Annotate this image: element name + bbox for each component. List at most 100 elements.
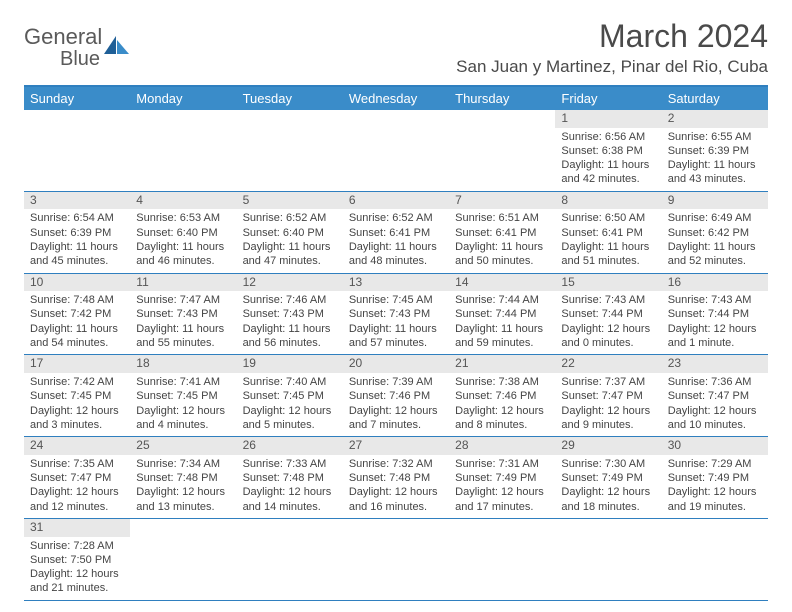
sunrise-text: Sunrise: 7:43 AM [561,293,655,307]
day-cell: 6Sunrise: 6:52 AMSunset: 6:41 PMDaylight… [343,192,449,273]
day-body: Sunrise: 7:30 AMSunset: 7:49 PMDaylight:… [555,455,661,518]
day-number: 26 [237,437,343,455]
sunrise-text: Sunrise: 7:43 AM [668,293,762,307]
day-number: 28 [449,437,555,455]
day-number: 18 [130,355,236,373]
brand-name-2: Blue [60,48,100,70]
day-number [237,110,343,112]
day-number: 29 [555,437,661,455]
day-cell: 25Sunrise: 7:34 AMSunset: 7:48 PMDayligh… [130,437,236,518]
day-cell: 21Sunrise: 7:38 AMSunset: 7:46 PMDayligh… [449,355,555,436]
weekday-label: Monday [130,87,236,110]
day-number [343,110,449,112]
sunset-text: Sunset: 7:44 PM [561,307,655,321]
sunrise-text: Sunrise: 7:32 AM [349,457,443,471]
day-body: Sunrise: 6:49 AMSunset: 6:42 PMDaylight:… [662,209,768,272]
empty-cell [343,519,449,600]
week-row: 10Sunrise: 7:48 AMSunset: 7:42 PMDayligh… [24,274,768,356]
sunrise-text: Sunrise: 7:45 AM [349,293,443,307]
daylight-text: Daylight: 12 hours and 16 minutes. [349,485,443,514]
day-cell: 1Sunrise: 6:56 AMSunset: 6:38 PMDaylight… [555,110,661,191]
day-number: 9 [662,192,768,210]
sunrise-text: Sunrise: 6:49 AM [668,211,762,225]
sunrise-text: Sunrise: 7:48 AM [30,293,124,307]
daylight-text: Daylight: 12 hours and 14 minutes. [243,485,337,514]
sunset-text: Sunset: 7:45 PM [30,389,124,403]
daylight-text: Daylight: 11 hours and 54 minutes. [30,322,124,351]
day-number [130,110,236,112]
sunset-text: Sunset: 6:38 PM [561,144,655,158]
empty-cell [343,110,449,191]
daylight-text: Daylight: 12 hours and 0 minutes. [561,322,655,351]
daylight-text: Daylight: 12 hours and 7 minutes. [349,404,443,433]
sunset-text: Sunset: 6:41 PM [455,226,549,240]
title-block: March 2024 San Juan y Martinez, Pinar de… [456,18,768,77]
week-row: 3Sunrise: 6:54 AMSunset: 6:39 PMDaylight… [24,192,768,274]
sunset-text: Sunset: 7:49 PM [455,471,549,485]
daylight-text: Daylight: 11 hours and 47 minutes. [243,240,337,269]
daylight-text: Daylight: 11 hours and 57 minutes. [349,322,443,351]
sunset-text: Sunset: 7:49 PM [668,471,762,485]
day-cell: 27Sunrise: 7:32 AMSunset: 7:48 PMDayligh… [343,437,449,518]
day-number: 15 [555,274,661,292]
location-text: San Juan y Martinez, Pinar del Rio, Cuba [456,57,768,77]
weekday-label: Thursday [449,87,555,110]
brand-text: General Blue [24,26,102,70]
daylight-text: Daylight: 11 hours and 43 minutes. [668,158,762,187]
sunset-text: Sunset: 6:40 PM [243,226,337,240]
page-title: March 2024 [456,18,768,55]
sunset-text: Sunset: 7:48 PM [136,471,230,485]
daylight-text: Daylight: 12 hours and 19 minutes. [668,485,762,514]
day-number: 30 [662,437,768,455]
day-body: Sunrise: 6:51 AMSunset: 6:41 PMDaylight:… [449,209,555,272]
daylight-text: Daylight: 11 hours and 45 minutes. [30,240,124,269]
daylight-text: Daylight: 12 hours and 18 minutes. [561,485,655,514]
day-number: 5 [237,192,343,210]
day-body: Sunrise: 7:44 AMSunset: 7:44 PMDaylight:… [449,291,555,354]
day-number: 17 [24,355,130,373]
day-number: 7 [449,192,555,210]
day-cell: 29Sunrise: 7:30 AMSunset: 7:49 PMDayligh… [555,437,661,518]
day-body: Sunrise: 6:52 AMSunset: 6:41 PMDaylight:… [343,209,449,272]
daylight-text: Daylight: 12 hours and 13 minutes. [136,485,230,514]
sunset-text: Sunset: 7:42 PM [30,307,124,321]
day-body: Sunrise: 6:50 AMSunset: 6:41 PMDaylight:… [555,209,661,272]
day-body: Sunrise: 7:46 AMSunset: 7:43 PMDaylight:… [237,291,343,354]
day-cell: 13Sunrise: 7:45 AMSunset: 7:43 PMDayligh… [343,274,449,355]
sunset-text: Sunset: 7:43 PM [243,307,337,321]
daylight-text: Daylight: 11 hours and 48 minutes. [349,240,443,269]
weekday-header: Sunday Monday Tuesday Wednesday Thursday… [24,87,768,110]
empty-cell [449,519,555,600]
sunset-text: Sunset: 7:44 PM [455,307,549,321]
weekday-label: Sunday [24,87,130,110]
day-number: 22 [555,355,661,373]
day-cell: 30Sunrise: 7:29 AMSunset: 7:49 PMDayligh… [662,437,768,518]
empty-cell [555,519,661,600]
day-number: 2 [662,110,768,128]
empty-cell [662,519,768,600]
day-number: 11 [130,274,236,292]
week-row: 31Sunrise: 7:28 AMSunset: 7:50 PMDayligh… [24,519,768,601]
sunset-text: Sunset: 6:40 PM [136,226,230,240]
day-body: Sunrise: 7:41 AMSunset: 7:45 PMDaylight:… [130,373,236,436]
daylight-text: Daylight: 12 hours and 4 minutes. [136,404,230,433]
day-number: 24 [24,437,130,455]
daylight-text: Daylight: 11 hours and 56 minutes. [243,322,337,351]
weekday-label: Saturday [662,87,768,110]
sail-icon [104,36,130,56]
day-number [24,110,130,112]
sunrise-text: Sunrise: 6:52 AM [243,211,337,225]
sunrise-text: Sunrise: 7:39 AM [349,375,443,389]
daylight-text: Daylight: 11 hours and 52 minutes. [668,240,762,269]
daylight-text: Daylight: 11 hours and 42 minutes. [561,158,655,187]
day-cell: 4Sunrise: 6:53 AMSunset: 6:40 PMDaylight… [130,192,236,273]
day-body: Sunrise: 7:36 AMSunset: 7:47 PMDaylight:… [662,373,768,436]
daylight-text: Daylight: 12 hours and 21 minutes. [30,567,124,596]
header: General Blue March 2024 San Juan y Marti… [24,18,768,77]
day-number: 13 [343,274,449,292]
day-number [343,519,449,521]
sunrise-text: Sunrise: 6:56 AM [561,130,655,144]
day-body: Sunrise: 7:39 AMSunset: 7:46 PMDaylight:… [343,373,449,436]
sunset-text: Sunset: 6:39 PM [30,226,124,240]
sunrise-text: Sunrise: 7:46 AM [243,293,337,307]
